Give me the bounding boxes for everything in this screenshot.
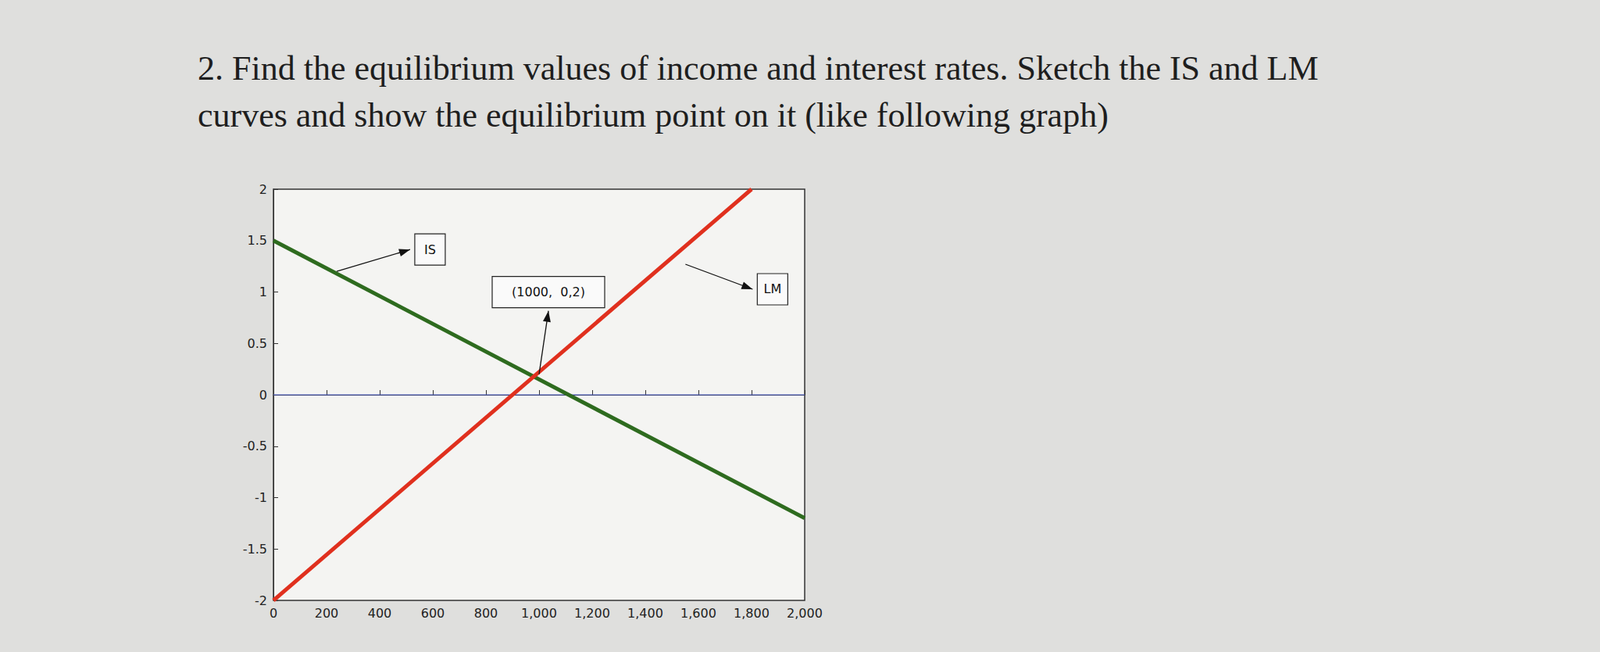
svg-text:1,600: 1,600 (680, 605, 717, 621)
svg-text:1,200: 1,200 (574, 605, 611, 621)
svg-text:2: 2 (259, 182, 268, 197)
svg-text:2,000: 2,000 (786, 605, 823, 621)
svg-text:curves and show the equilibriu: curves and show the equilibrium point on… (197, 96, 1109, 135)
svg-text:0: 0 (259, 387, 268, 403)
svg-text:1.5: 1.5 (247, 232, 268, 248)
svg-text:2. Find the equilibrium values: 2. Find the equilibrium values of income… (197, 49, 1319, 88)
svg-text:(1000, 0,2): (1000, 0,2) (511, 284, 586, 300)
svg-text:1,400: 1,400 (627, 605, 664, 621)
svg-text:1,000: 1,000 (521, 605, 558, 621)
svg-text:IS: IS (424, 242, 436, 258)
svg-text:200: 200 (314, 605, 340, 621)
svg-text:-1: -1 (254, 489, 268, 505)
svg-text:0: 0 (269, 605, 278, 621)
svg-text:600: 600 (421, 605, 446, 621)
svg-text:-2: -2 (254, 592, 268, 608)
svg-text:-1.5: -1.5 (242, 541, 268, 557)
svg-text:400: 400 (367, 605, 393, 621)
svg-text:1,800: 1,800 (733, 605, 770, 621)
svg-text:1: 1 (259, 284, 268, 300)
svg-text:0.5: 0.5 (247, 335, 268, 351)
svg-text:800: 800 (474, 605, 499, 621)
svg-text:LM: LM (763, 281, 782, 297)
svg-text:-0.5: -0.5 (242, 438, 268, 454)
